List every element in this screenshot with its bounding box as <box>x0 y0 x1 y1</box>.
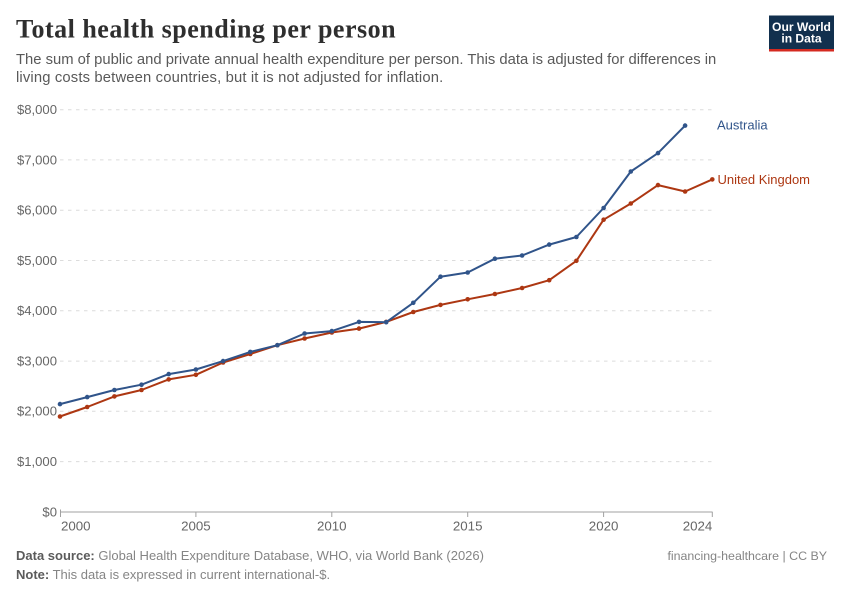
svg-text:Data source: Global Health Exp: Data source: Global Health Expenditure D… <box>16 548 484 563</box>
svg-text:United Kingdom: United Kingdom <box>718 172 811 187</box>
svg-text:2010: 2010 <box>317 518 347 533</box>
svg-text:2015: 2015 <box>453 518 483 533</box>
svg-text:$3,000: $3,000 <box>17 354 57 369</box>
svg-text:Total health spending per pers: Total health spending per person <box>16 15 396 44</box>
svg-text:2000: 2000 <box>61 518 91 533</box>
svg-text:2020: 2020 <box>589 518 619 533</box>
svg-text:2005: 2005 <box>181 518 211 533</box>
svg-text:$4,000: $4,000 <box>17 303 57 318</box>
svg-text:$2,000: $2,000 <box>17 404 57 419</box>
svg-text:Note: This data is expressed i: Note: This data is expressed in current … <box>16 567 330 582</box>
svg-text:$6,000: $6,000 <box>17 203 57 218</box>
svg-text:$7,000: $7,000 <box>17 152 57 167</box>
svg-text:2024: 2024 <box>683 518 713 533</box>
svg-text:Australia: Australia <box>717 118 768 133</box>
svg-text:$1,000: $1,000 <box>17 454 57 469</box>
svg-text:Our World: Our World <box>772 20 831 34</box>
svg-text:in Data: in Data <box>781 32 822 46</box>
svg-text:$8,000: $8,000 <box>17 102 57 117</box>
svg-text:living costs between countries: living costs between countries, but it i… <box>16 70 443 86</box>
svg-text:$0: $0 <box>42 504 57 519</box>
svg-text:The sum of public and private: The sum of public and private annual hea… <box>16 52 716 68</box>
svg-text:financing-healthcare | CC BY: financing-healthcare | CC BY <box>667 549 827 563</box>
svg-text:$5,000: $5,000 <box>17 253 57 268</box>
